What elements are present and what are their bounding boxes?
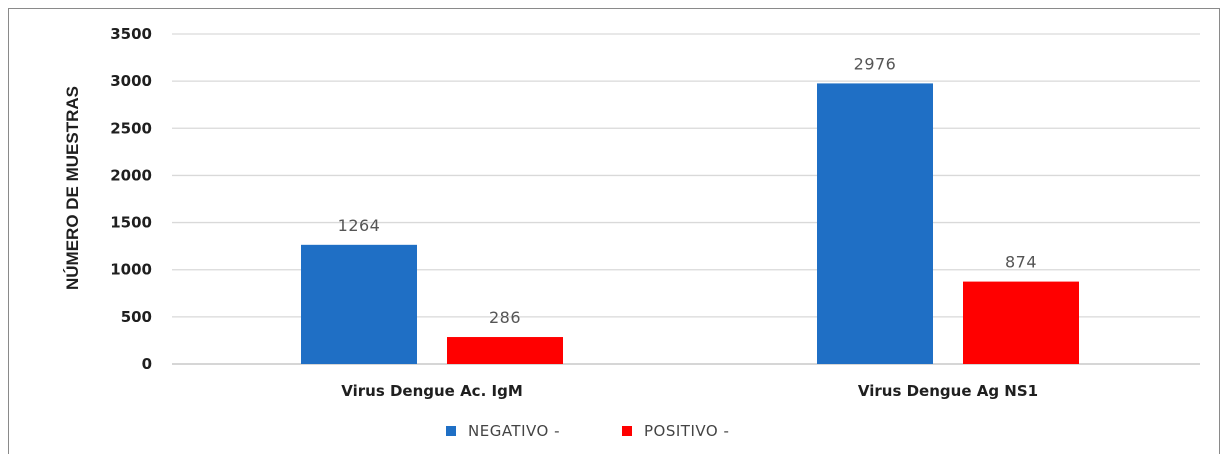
chart-frame	[8, 8, 1220, 454]
data-label: 2976	[854, 54, 897, 73]
data-label: 1264	[338, 216, 381, 235]
data-labels: 1264 286 2976 874	[338, 54, 1037, 327]
bars	[301, 83, 1079, 365]
x-category-label: Virus Dengue Ag NS1	[858, 382, 1038, 400]
y-tick-label: 3000	[110, 72, 152, 90]
x-category-label: Virus Dengue Ac. IgM	[341, 382, 523, 400]
legend: NEGATIVO - POSITIVO -	[446, 422, 729, 440]
legend-swatch	[446, 426, 456, 436]
legend-label: POSITIVO -	[644, 422, 729, 440]
bar-positivo	[963, 281, 1079, 364]
bar-negativo	[817, 83, 933, 365]
x-axis-categories: Virus Dengue Ac. IgM Virus Dengue Ag NS1	[341, 382, 1038, 400]
data-label: 874	[1005, 253, 1037, 272]
bar-positivo	[447, 337, 563, 364]
y-tick-label: 1000	[110, 261, 152, 279]
data-label: 286	[489, 308, 521, 327]
y-tick-label: 2500	[110, 119, 152, 137]
bar-negativo	[301, 244, 417, 364]
legend-label: NEGATIVO -	[468, 422, 560, 440]
y-axis-ticks: 0 500 1000 1500 2000 2500 3000 3500	[110, 25, 152, 373]
legend-swatch	[622, 426, 632, 436]
y-axis-label: NÚMERO DE MUESTRAS	[63, 86, 82, 290]
y-tick-label: 3500	[110, 25, 152, 43]
y-tick-label: 0	[142, 355, 152, 373]
y-tick-label: 2000	[110, 166, 152, 184]
y-tick-label: 500	[121, 308, 152, 326]
y-tick-label: 1500	[110, 214, 152, 232]
